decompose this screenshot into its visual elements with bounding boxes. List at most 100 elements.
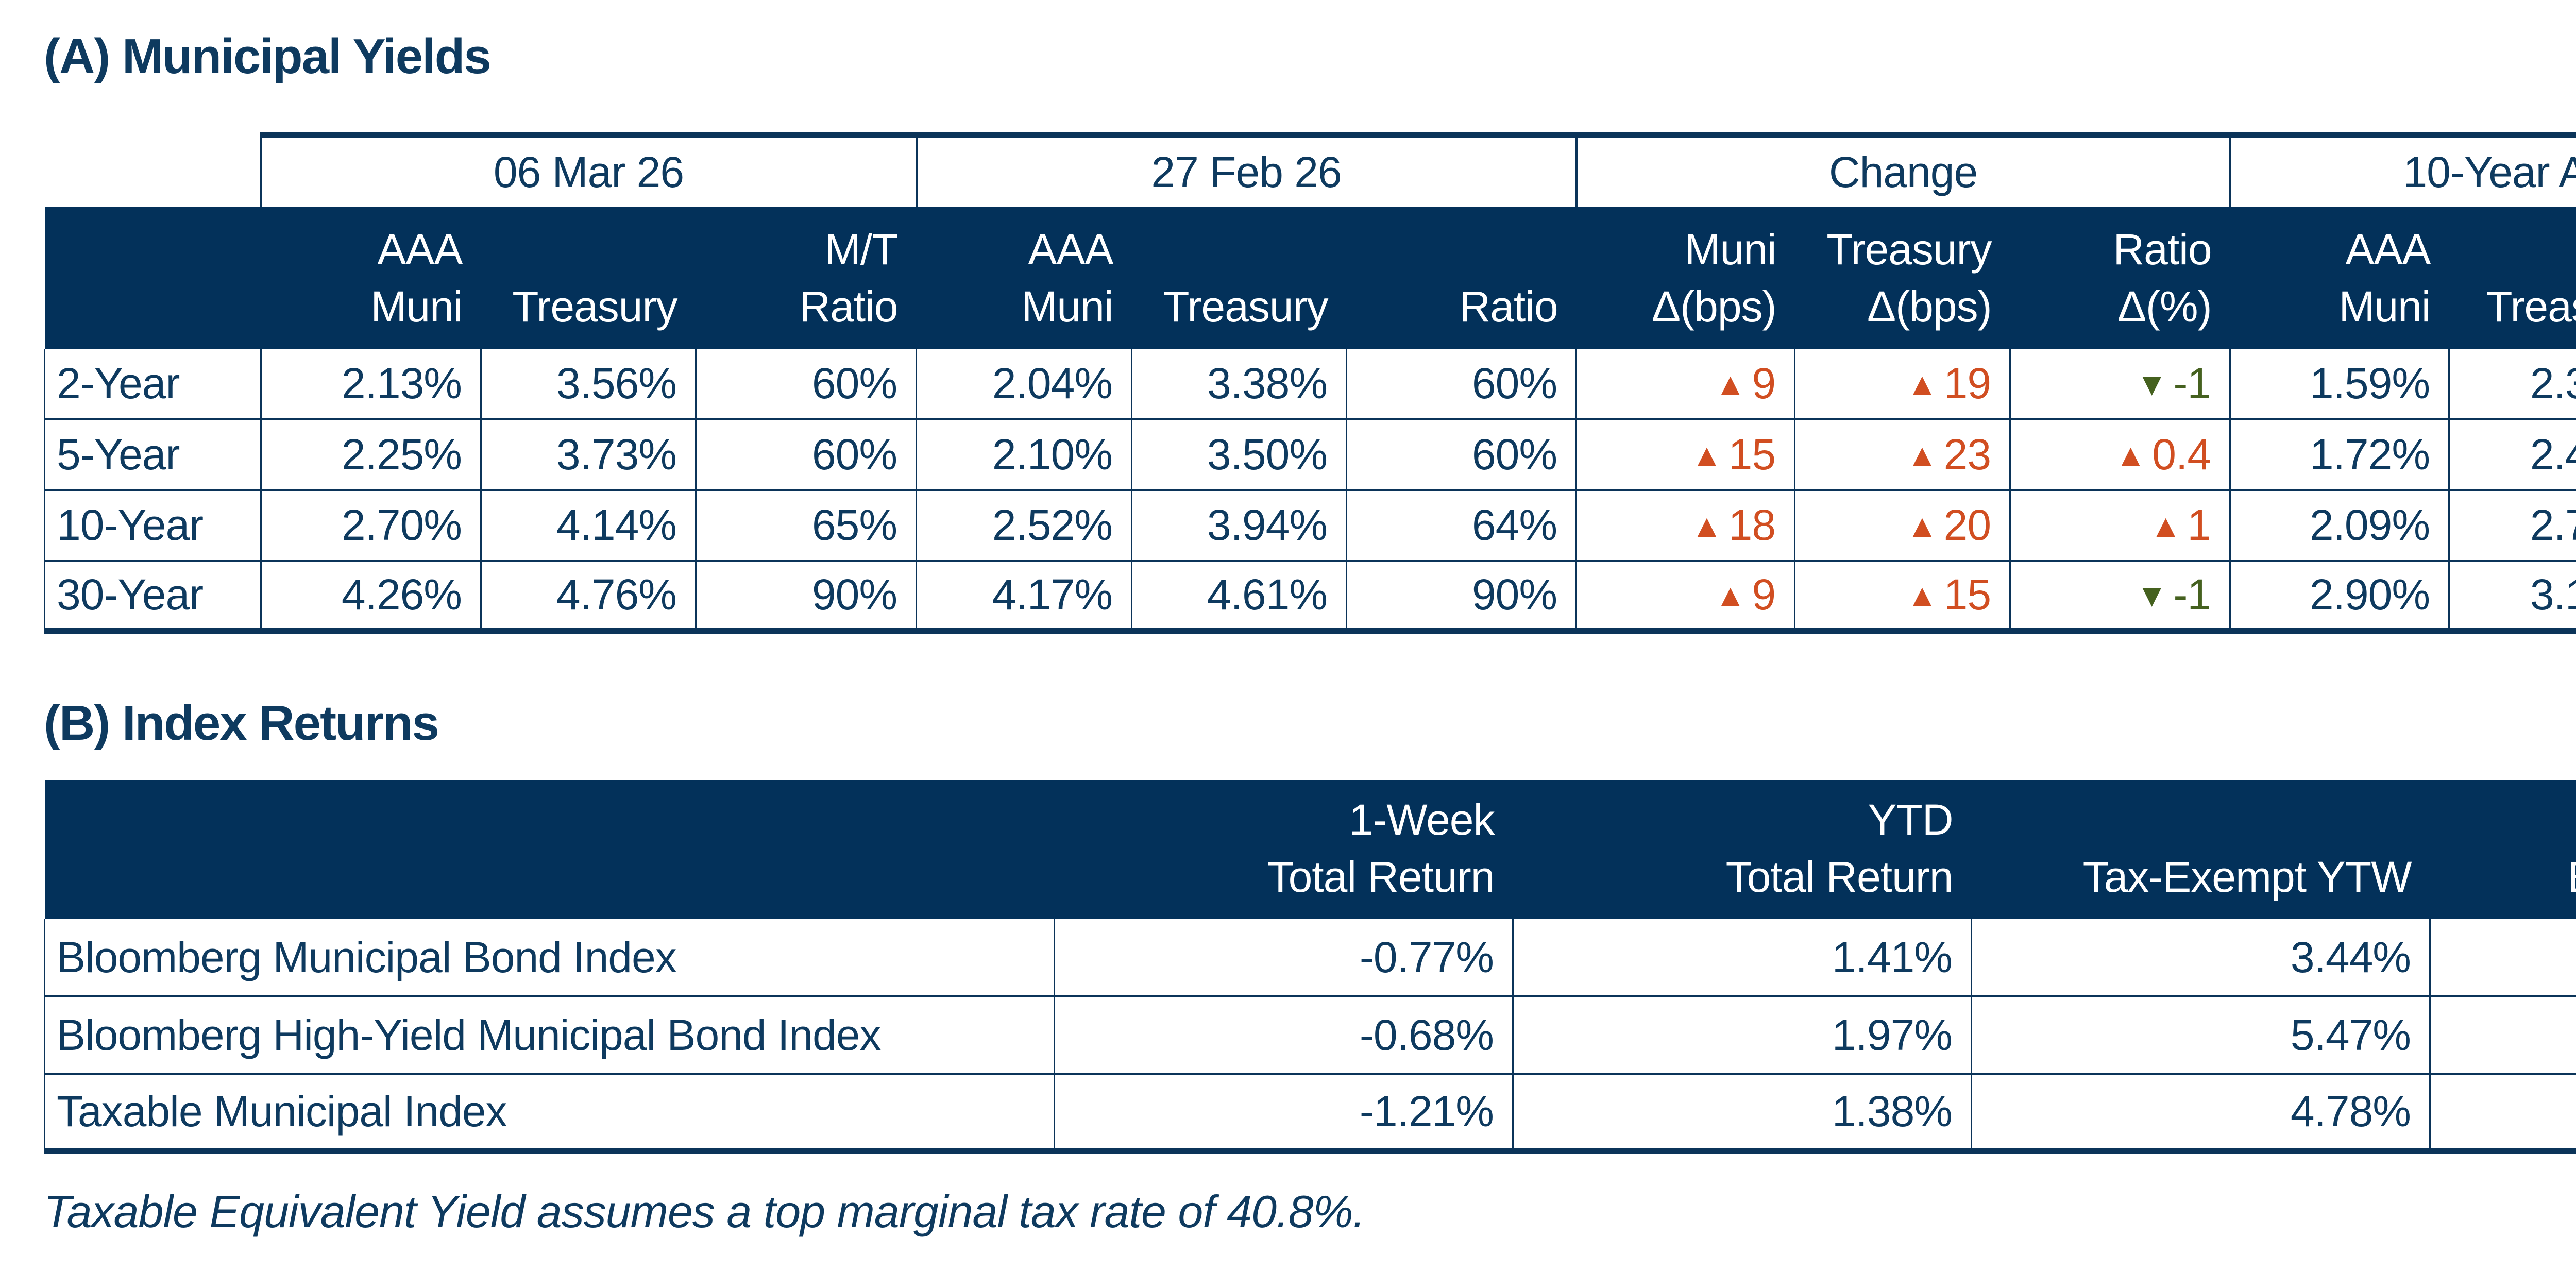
section-b-title: (B) Index Returns <box>44 696 439 751</box>
cell-value: 1.38% <box>1512 1073 1972 1151</box>
cell-value: 1.97% <box>1512 995 1972 1074</box>
delta-triangle-icon: ▲ <box>2114 438 2146 473</box>
cell-value: 90% <box>694 560 918 631</box>
column-header-aaa-muni-1: AAA Muni <box>261 207 481 349</box>
section-a-title: (A) Municipal Yields <box>44 29 492 84</box>
table-row-10year: 10-Year 2.70% 4.14% 65% 2.52% 3.94% 64% … <box>44 489 2576 561</box>
column-header-treasury-delta: Treasury Δ(bps) <box>1794 207 2010 349</box>
index-header-1week: 1-Week Total Return <box>1054 780 1513 919</box>
change-value: 9 <box>1752 570 1776 619</box>
change-value: 0.4 <box>2152 430 2211 479</box>
cell-value: 2.04% <box>916 349 1133 419</box>
cell-value: 2.25% <box>260 418 482 490</box>
column-header-treasury-3: Treasury <box>2449 207 2576 349</box>
delta-triangle-icon: ▲ <box>1714 578 1746 614</box>
delta-triangle-icon: ▼ <box>2136 578 2167 614</box>
table-row-2year: 2-Year 2.13% 3.56% 60% 2.04% 3.38% 60% ▲… <box>44 349 2576 419</box>
group-header-spacer <box>44 135 261 207</box>
change-cell: ▲ 15 <box>1575 418 1796 490</box>
cell-value: 4.78% <box>2429 1073 2576 1151</box>
change-cell: ▲ 15 <box>1794 560 2011 631</box>
column-header-aaa-muni-3: AAA Muni <box>2230 207 2449 349</box>
delta-triangle-icon: ▲ <box>1906 438 1938 473</box>
change-cell: ▲ 9 <box>1575 349 1796 419</box>
row-label: 2-Year <box>44 349 262 419</box>
column-header-aaa-muni-2: AAA Muni <box>916 207 1132 349</box>
cell-value: 3.73% <box>480 418 697 490</box>
delta-triangle-icon: ▲ <box>1691 509 1722 544</box>
table-row-5year: 5-Year 2.25% 3.73% 60% 2.10% 3.50% 60% ▲… <box>44 418 2576 490</box>
cell-value: -0.77% <box>1054 919 1514 996</box>
cell-value: 60% <box>694 418 918 490</box>
cell-value: 3.94% <box>1131 489 1348 561</box>
cell-value: 2.37% <box>2448 349 2576 419</box>
index-row-high-yield: Bloomberg High-Yield Municipal Bond Inde… <box>44 995 2576 1074</box>
cell-value: 3.50% <box>1131 418 1348 490</box>
cell-value: 2.10% <box>916 418 1133 490</box>
cell-value: 9.24% <box>2429 995 2576 1074</box>
column-header-mt-ratio: M/T Ratio <box>696 207 917 349</box>
cell-value: 4.76% <box>480 560 697 631</box>
cell-value: 3.56% <box>480 349 697 419</box>
cell-value: 60% <box>694 349 918 419</box>
cell-value: 2.49% <box>2448 418 2576 490</box>
change-value: 18 <box>1728 501 1776 549</box>
row-label: 10-Year <box>44 489 262 561</box>
change-cell: ▲ 1 <box>2009 489 2231 561</box>
cell-value: 5.81% <box>2429 919 2576 996</box>
column-header-blank <box>44 207 261 349</box>
cell-value: 1.59% <box>2229 349 2450 419</box>
change-value: 15 <box>1943 570 1991 619</box>
index-name: Taxable Municipal Index <box>44 1073 1055 1151</box>
change-cell: ▼ -1 <box>2009 349 2231 419</box>
column-header-ratio-2: Ratio <box>1346 207 1577 349</box>
index-row-muni-bond: Bloomberg Municipal Bond Index -0.77% 1.… <box>44 919 2576 996</box>
cell-value: 4.61% <box>1131 560 1348 631</box>
cell-value: 2.73% <box>2448 489 2576 561</box>
cell-value: 60% <box>1346 349 1578 419</box>
row-label: 5-Year <box>44 418 262 490</box>
index-header-row: 1-Week Total Return YTD Total Return Tax-E… <box>44 780 2576 919</box>
column-header-treasury-1: Treasury <box>481 207 696 349</box>
cell-value: 64% <box>1346 489 1578 561</box>
column-header-row: AAA Muni Treasury M/T Ratio AAA Muni Treasu… <box>44 207 2576 349</box>
change-cell: ▲ 19 <box>1794 349 2011 419</box>
change-cell: ▲ 23 <box>1794 418 2011 490</box>
cell-value: 4.78% <box>1971 1073 2431 1151</box>
index-returns-table: 1-Week Total Return YTD Total Return Tax-E… <box>44 780 2576 1154</box>
column-header-treasury-2: Treasury <box>1131 207 1347 349</box>
group-header-change: Change <box>1575 132 2231 207</box>
cell-value: 90% <box>1346 560 1578 631</box>
column-header-ratio-delta: Ratio Δ(%) <box>2010 207 2230 349</box>
cell-value: 1.72% <box>2229 418 2450 490</box>
index-header-tax-exempt-ytw: Tax-Exempt YTW <box>1971 780 2430 919</box>
page: (A) Municipal Yields 06 Mar 26 27 Feb 26… <box>44 29 2576 1237</box>
index-header-ytd: YTD Total Return <box>1513 780 1972 919</box>
cell-value: 2.13% <box>260 349 482 419</box>
change-value: 1 <box>2187 501 2211 549</box>
delta-triangle-icon: ▲ <box>1714 367 1746 402</box>
index-name: Bloomberg Municipal Bond Index <box>44 919 1055 996</box>
column-header-muni-delta: Muni Δ(bps) <box>1576 207 1795 349</box>
cell-value: -1.21% <box>1054 1073 1514 1151</box>
cell-value: 4.14% <box>480 489 697 561</box>
cell-value: 60% <box>1346 418 1578 490</box>
group-header-10yr-avg: 10-Year Average <box>2229 132 2576 207</box>
municipal-yields-table: 06 Mar 26 27 Feb 26 Change 10-Year Avera… <box>44 132 2576 634</box>
change-cell: ▲ 20 <box>1794 489 2011 561</box>
table-row-30year: 30-Year 4.26% 4.76% 90% 4.17% 4.61% 90% … <box>44 560 2576 631</box>
cell-value: 3.15% <box>2448 560 2576 631</box>
cell-value: 3.38% <box>1131 349 1348 419</box>
change-cell: ▲ 0.4 <box>2009 418 2231 490</box>
cell-value: 2.70% <box>260 489 482 561</box>
change-cell: ▼ -1 <box>2009 560 2231 631</box>
change-cell: ▲ 9 <box>1575 560 1796 631</box>
index-name: Bloomberg High-Yield Municipal Bond Inde… <box>44 995 1055 1074</box>
delta-triangle-icon: ▲ <box>1906 509 1938 544</box>
delta-triangle-icon: ▲ <box>1906 578 1938 614</box>
change-value: 19 <box>1943 359 1991 408</box>
change-value: -1 <box>2173 570 2211 619</box>
cell-value: -0.68% <box>1054 995 1514 1074</box>
cell-value: 2.09% <box>2229 489 2450 561</box>
change-value: 20 <box>1943 501 1991 549</box>
